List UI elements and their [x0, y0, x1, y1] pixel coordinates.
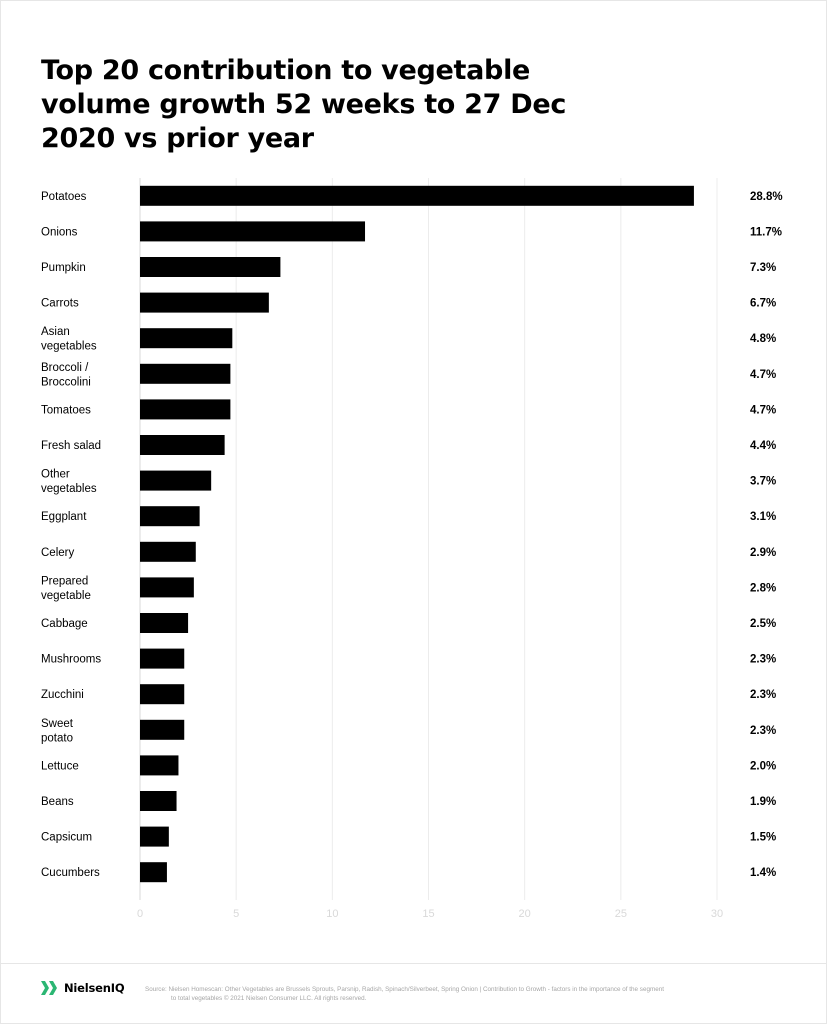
- nielseniq-logo-icon: [41, 981, 57, 995]
- category-label: Prepared vegetable: [41, 575, 91, 602]
- bar-chart: 0 5 10 15 20 25 30 Potatoes 28.8% Onions 11.7% Pump…: [41, 178, 783, 920]
- value-label: 4.4%: [750, 440, 776, 452]
- category-label: Zucchini: [41, 689, 84, 701]
- bar: [140, 755, 179, 776]
- bar: [140, 862, 167, 883]
- value-label: 2.5%: [750, 618, 776, 630]
- bar: [140, 577, 194, 598]
- category-label: Mushrooms: [41, 654, 101, 666]
- bar: [140, 435, 225, 455]
- category-label: Cabbage: [41, 618, 88, 630]
- category-label: Lettuce: [41, 760, 79, 772]
- bar: [140, 257, 281, 277]
- category-label: Cucumbers: [41, 867, 100, 879]
- value-label: 4.8%: [750, 333, 776, 345]
- bar: [140, 826, 169, 847]
- x-tick-label: 20: [519, 908, 531, 920]
- bar: [140, 613, 189, 633]
- bar: [140, 719, 185, 740]
- category-label: Potatoes: [41, 191, 87, 203]
- category-label: Other vegetables: [41, 469, 97, 496]
- bar: [140, 506, 200, 527]
- x-tick-label: 5: [233, 908, 239, 920]
- value-label: 2.0%: [750, 760, 776, 772]
- bar: [140, 399, 231, 420]
- bar: [140, 328, 233, 349]
- chart-title: Top 20 contribution to vegetable volume …: [41, 55, 567, 154]
- x-tick-label: 30: [711, 908, 723, 920]
- bar: [140, 292, 269, 313]
- source-line-1: Source: Nielsen Homescan: Other Vegetabl…: [145, 986, 664, 993]
- x-tick-label: 0: [137, 908, 143, 920]
- value-label: 2.3%: [750, 689, 776, 701]
- source-note: Source: Nielsen Homescan: Other Vegetabl…: [145, 985, 755, 1003]
- category-label: Fresh salad: [41, 440, 101, 452]
- bar: [140, 470, 212, 491]
- x-tick-label: 25: [615, 908, 627, 920]
- category-label: Onions: [41, 226, 78, 238]
- value-label: 3.1%: [750, 511, 776, 523]
- category-label: Carrots: [41, 298, 79, 310]
- category-label: Pumpkin: [41, 262, 86, 274]
- x-tick-label: 15: [422, 908, 434, 920]
- category-label: Beans: [41, 796, 74, 808]
- bar: [140, 791, 177, 811]
- value-label: 2.3%: [750, 654, 776, 666]
- value-label: 11.7%: [750, 226, 782, 238]
- category-label: Tomatoes: [41, 404, 91, 416]
- category-label: Sweet potato: [41, 718, 74, 745]
- value-label: 6.7%: [750, 298, 776, 310]
- category-label: Celery: [41, 547, 74, 559]
- x-tick-label: 10: [326, 908, 338, 920]
- bar: [140, 363, 231, 384]
- source-line-2: to total vegetables © 2021 Nielsen Consu…: [171, 995, 367, 1002]
- brand-name: NielsenIQ: [64, 981, 125, 995]
- value-label: 28.8%: [750, 191, 783, 203]
- bar: [140, 648, 185, 669]
- bar: [140, 221, 366, 242]
- value-label: 3.7%: [750, 476, 776, 488]
- category-label: Broccoli / Broccolini: [41, 362, 91, 389]
- bar: [140, 185, 694, 206]
- value-label: 2.9%: [750, 547, 776, 559]
- value-label: 4.7%: [750, 404, 776, 416]
- nielseniq-logo: NielsenIQ: [40, 978, 125, 998]
- bar: [140, 541, 196, 562]
- value-label: 1.5%: [750, 832, 776, 844]
- bar: [140, 684, 185, 705]
- value-label: 1.9%: [750, 796, 776, 808]
- value-label: 4.7%: [750, 369, 776, 381]
- category-label: Eggplant: [41, 511, 87, 523]
- value-label: 1.4%: [750, 867, 776, 879]
- value-label: 7.3%: [750, 262, 776, 274]
- footer-divider: [0, 963, 827, 964]
- value-label: 2.3%: [750, 725, 776, 737]
- category-label: Capsicum: [41, 832, 92, 844]
- value-label: 2.8%: [750, 582, 776, 594]
- category-label: Asian vegetables: [41, 326, 97, 353]
